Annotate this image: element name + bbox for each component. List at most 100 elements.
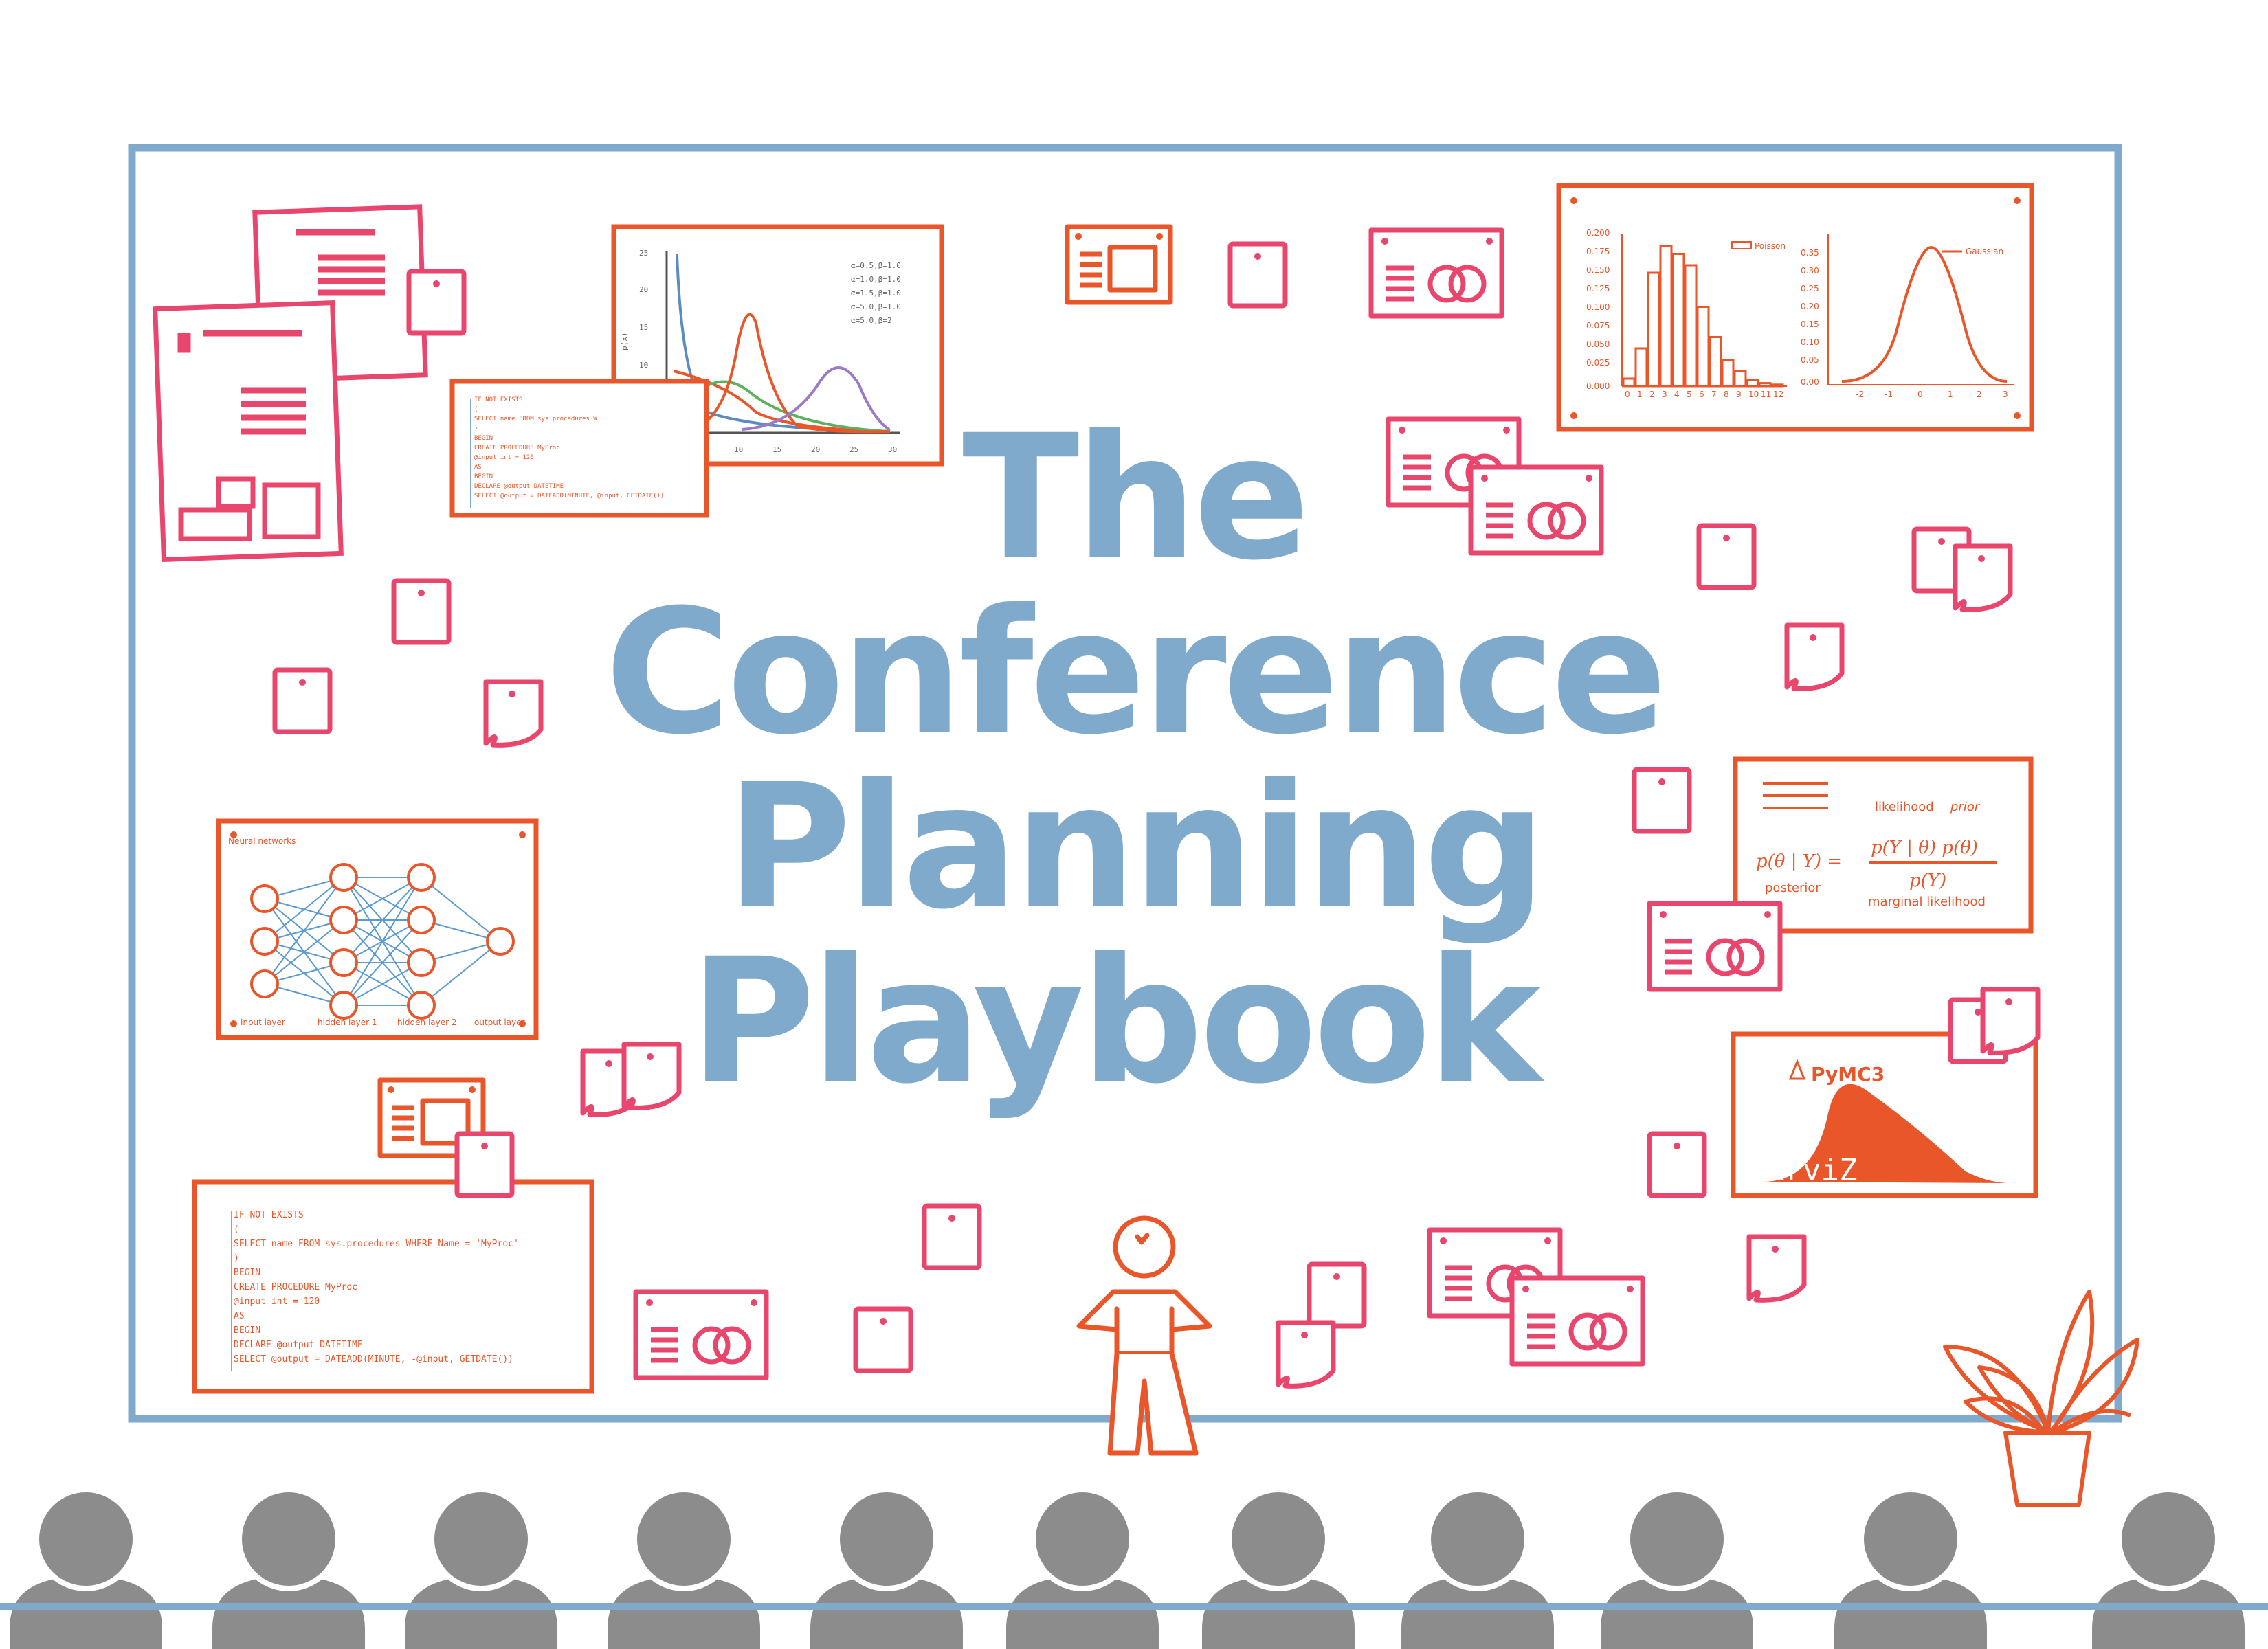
nn-node — [250, 927, 279, 956]
y-tick: 25 — [639, 249, 648, 258]
bayes-numerator: p(Y | θ) p(θ) — [1871, 838, 1978, 858]
sql-line: @input int = 120 — [234, 1297, 320, 1307]
sql-card-small: IF NOT EXISTS ( SELECT name FROM sys.pro… — [449, 379, 709, 518]
legend-poisson: Poisson — [1755, 241, 1786, 251]
y-tick: 0.125 — [1586, 284, 1610, 293]
nn-edge — [264, 877, 344, 942]
sql-card-large: IF NOT EXISTS ( SELECT name FROM sys.pro… — [192, 1179, 594, 1394]
x-tick: 0 — [1625, 390, 1630, 399]
nn-node — [329, 906, 358, 934]
nn-edge — [421, 877, 501, 942]
nn-node — [407, 948, 436, 977]
legend-entry: α=0.5,β=1.0 — [851, 261, 901, 270]
y-tick: 0.200 — [1586, 228, 1610, 238]
neural-network-card: Neural networks input layer hidden layer… — [216, 818, 539, 1040]
nn-edge — [343, 877, 422, 921]
legend-gaussian: Gaussian — [1966, 247, 2003, 256]
x-tick: 5 — [1687, 390, 1692, 399]
sql-line: SELECT @output = DATEADD(MINUTE, -@input… — [234, 1354, 513, 1365]
y-tick: 0.150 — [1586, 265, 1610, 275]
y-tick: 0.20 — [1801, 302, 1819, 311]
x-tick: 10 — [734, 445, 743, 454]
sql-line: SELECT name FROM sys.procedures WHERE Na… — [234, 1239, 519, 1249]
y-tick: 0.000 — [1586, 381, 1610, 391]
x-tick: 12 — [1773, 390, 1783, 399]
x-tick: 0 — [1917, 390, 1923, 399]
nn-label: hidden layer 2 — [397, 1018, 457, 1027]
sql-line: ) — [474, 425, 478, 432]
legend-entry: α=1.5,β=1.0 — [851, 289, 901, 298]
sql-line: IF NOT EXISTS — [234, 1210, 304, 1220]
doc-pages — [153, 204, 428, 563]
sql-line: CREATE PROCEDURE MyProc — [234, 1282, 357, 1292]
nn-edge — [343, 877, 422, 1006]
nn-node — [329, 948, 358, 977]
x-tick: 8 — [1724, 390, 1729, 399]
y-tick: 0.175 — [1586, 247, 1610, 256]
title-line-2: Conference — [604, 572, 1667, 772]
y-tick: 0.100 — [1586, 302, 1610, 312]
legend-entry: α=5.0,β=1.0 — [851, 302, 901, 311]
plant — [1943, 1290, 2139, 1507]
x-tick: 15 — [772, 445, 781, 454]
nn-label: hidden layer 1 — [318, 1018, 377, 1027]
y-tick: 10 — [639, 361, 648, 370]
sql-line: AS — [474, 464, 482, 471]
y-tick: 15 — [639, 323, 648, 332]
x-tick: 20 — [811, 445, 820, 454]
nn-node — [486, 927, 515, 956]
legend-entry: α=1.0,β=1.0 — [851, 275, 901, 284]
x-tick: 1 — [1637, 390, 1643, 399]
x-tick: 1 — [1948, 390, 1953, 399]
sql-line: DECLARE @output DATETIME — [474, 483, 564, 490]
sql-line: ( — [474, 406, 478, 413]
nn-edge — [264, 919, 344, 985]
nn-edge — [343, 919, 422, 1006]
y-tick: 20 — [639, 285, 648, 294]
nn-edge — [421, 941, 501, 1006]
nn-label: output layer — [474, 1018, 525, 1027]
bayes-denominator: p(Y) — [1909, 871, 1946, 891]
y-tick: 0.10 — [1801, 337, 1819, 347]
y-tick: 0.35 — [1801, 248, 1819, 258]
x-tick: 2 — [1649, 390, 1655, 399]
x-tick: 4 — [1674, 390, 1680, 399]
venn-card — [1371, 230, 1502, 316]
x-tick: 3 — [2003, 390, 2008, 399]
sql-line: AS — [234, 1311, 245, 1321]
sql-line: SELECT @output = DATEADD(MINUTE, @input,… — [474, 493, 664, 500]
x-tick: 30 — [888, 445, 897, 454]
nn-node — [407, 906, 436, 934]
y-tick: 0.05 — [1801, 355, 1819, 365]
sql-line: BEGIN — [474, 473, 493, 480]
nn-node — [250, 884, 279, 913]
histogram-card: Poisson Gaussian 0.200 0.175 0.150 0.125… — [1556, 183, 2034, 432]
y-tick: 0.30 — [1801, 266, 1819, 276]
sql-line: @input int = 120 — [474, 454, 534, 461]
x-tick: 6 — [1699, 390, 1704, 399]
nn-title: Neural networks — [228, 836, 296, 846]
sql-line: IF NOT EXISTS — [474, 396, 522, 403]
x-tick: 11 — [1761, 390, 1771, 399]
y-tick: 0.025 — [1586, 358, 1610, 368]
venn-card — [1512, 1278, 1643, 1364]
nn-label: input layer — [241, 1018, 285, 1027]
sql-line: CREATE PROCEDURE MyProc — [474, 445, 560, 451]
pymc-card: PyMC3 ArviZ — [1731, 1031, 2038, 1198]
nn-node — [329, 863, 358, 892]
y-tick: 0.075 — [1586, 321, 1610, 330]
pymc-logo: PyMC3 — [1811, 1063, 1885, 1086]
venn-card — [636, 1292, 766, 1378]
y-tick: 0.050 — [1586, 339, 1610, 349]
audience — [7, 1490, 2247, 1649]
nn-node — [407, 863, 436, 892]
sql-line: BEGIN — [474, 435, 493, 442]
rocket-icon — [1788, 1058, 1806, 1080]
x-tick: -2 — [1856, 390, 1864, 399]
sql-line: SELECT name FROM sys.procedures W — [474, 416, 597, 423]
x-tick: 10 — [1748, 390, 1759, 399]
bayes-prior: prior — [1950, 800, 1981, 814]
sql-line: BEGIN — [234, 1325, 260, 1336]
y-axis-label: p(x) — [620, 333, 629, 351]
